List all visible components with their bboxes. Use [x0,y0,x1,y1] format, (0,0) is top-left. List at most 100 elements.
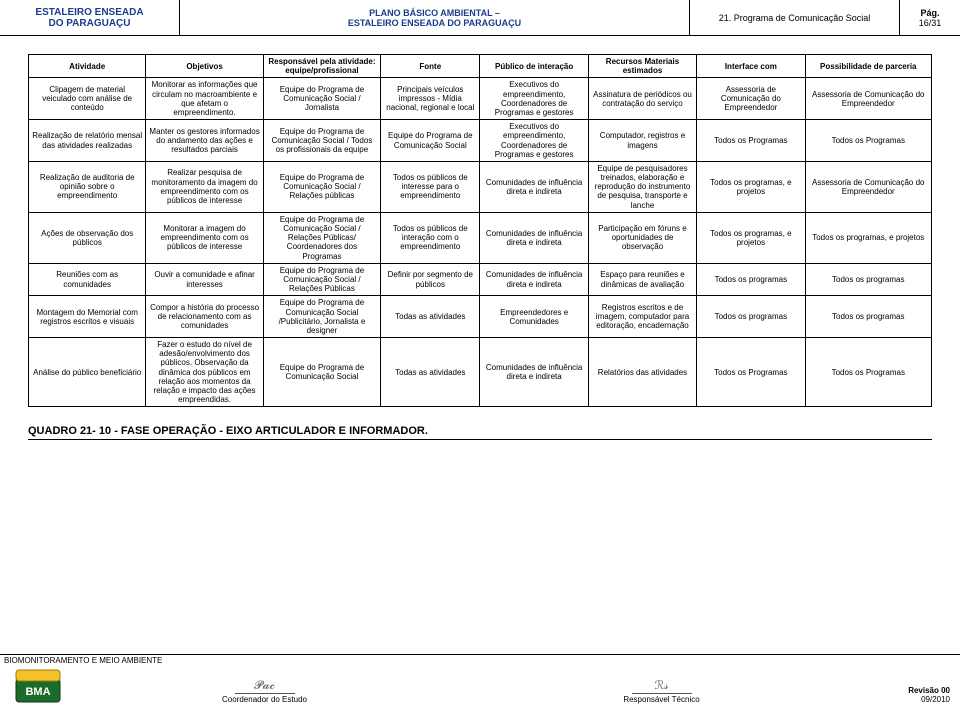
cell-recursos: Computador, registros e imagens [588,120,696,162]
cell-responsavel: Equipe do Programa de Comunicação Social… [263,161,380,212]
cell-interface: Todos os programas, e projetos [697,212,805,263]
rev-date: 09/2010 [860,695,950,704]
footer-logo: BMA [10,668,66,704]
cell-publico: Comunidades de influência direta e indir… [480,161,588,212]
cell-parceria: Todos os Programas [805,338,931,407]
signature-line-2 [632,693,692,694]
cell-objetivos: Ouvir a comunidade e afinar interesses [146,263,263,296]
table-row: Realização de relatório mensal das ativi… [29,120,932,162]
cell-fonte: Todas as atividades [381,338,480,407]
col-header: Recursos Materiais estimados [588,55,696,78]
cell-atividade: Clipagem de material veiculado com análi… [29,78,146,120]
sig2-label: Responsável Técnico [623,695,699,704]
cell-objetivos: Compor a história do processo de relacio… [146,296,263,338]
cell-publico: Executivos do empreendimento, Coordenado… [480,78,588,120]
quadro-caption-wrap: QUADRO 21- 10 - FASE OPERAÇÃO - EIXO ART… [0,413,960,444]
table-row: Realização de auditoria de opinião sobre… [29,161,932,212]
cell-objetivos: Manter os gestores informados do andamen… [146,120,263,162]
cell-responsavel: Equipe do Programa de Comunicação Social… [263,296,380,338]
col-header: Objetivos [146,55,263,78]
cell-parceria: Todos os Programas [805,120,931,162]
cell-responsavel: Equipe do Programa de Comunicação Social… [263,263,380,296]
program-text: 21. Programa de Comunicação Social [719,13,871,23]
cell-publico: Comunidades de influência direta e indir… [480,338,588,407]
cell-publico: Comunidades de influência direta e indir… [480,263,588,296]
cell-fonte: Principais veículos impressos - Mídia na… [381,78,480,120]
signature-mark-1-icon: 𝓟𝓪𝓬 [254,678,275,693]
spacer [0,444,960,654]
cell-atividade: Análise do público beneficiário [29,338,146,407]
table-row: Montagem do Memorial com registros escri… [29,296,932,338]
col-header: Público de interação [480,55,588,78]
table-row: Clipagem de material veiculado com análi… [29,78,932,120]
footer-block: BIOMONITORAMENTO E MEIO AMBIENTE BMA 𝓟𝓪𝓬… [0,654,960,710]
signature-responsavel: ℛ𝓈 Responsável Técnico [463,678,860,704]
cell-fonte: Todos os públicos de interesse para o em… [381,161,480,212]
page: ESTALEIRO ENSEADA DO PARAGUAÇU PLANO BÁS… [0,0,960,710]
cell-fonte: Todas as atividades [381,296,480,338]
cell-atividade: Ações de observação dos públicos [29,212,146,263]
col-header: Atividade [29,55,146,78]
sig1-label: Coordenador do Estudo [222,695,307,704]
cell-parceria: Todos os programas [805,263,931,296]
cell-objetivos: Realizar pesquisa de monitoramento da im… [146,161,263,212]
cell-responsavel: Equipe do Programa de Comunicação Social [263,338,380,407]
cell-fonte: Definir por segmento de públicos [381,263,480,296]
cell-recursos: Equipe de pesquisadores treinados, elabo… [588,161,696,212]
page-header: ESTALEIRO ENSEADA DO PARAGUAÇU PLANO BÁS… [0,0,960,36]
cell-publico: Comunidades de influência direta e indir… [480,212,588,263]
cell-recursos: Espaço para reuniões e dinâmicas de aval… [588,263,696,296]
cell-interface: Todos os Programas [697,338,805,407]
pg-label: Pág. [906,8,954,18]
cell-responsavel: Equipe do Programa de Comunicação Social… [263,120,380,162]
footer-row: BMA 𝓟𝓪𝓬 Coordenador do Estudo ℛ𝓈 Respons… [0,666,960,710]
cell-responsavel: Equipe do Programa de Comunicação Social… [263,212,380,263]
rev-label: Revisão 00 [860,686,950,695]
header-title: PLANO BÁSICO AMBIENTAL – ESTALEIRO ENSEA… [180,0,690,35]
col-header: Possibilidade de parceria [805,55,931,78]
cell-interface: Todos os programas [697,263,805,296]
col-header: Interface com [697,55,805,78]
svg-text:BMA: BMA [25,686,50,698]
table-body: Clipagem de material veiculado com análi… [29,78,932,407]
org-line1: ESTALEIRO ENSEADA [6,7,173,18]
header-program: 21. Programa de Comunicação Social [690,0,900,35]
cell-publico: Empreendedores e Comunidades [480,296,588,338]
cell-objetivos: Fazer o estudo do nível de adesão/envolv… [146,338,263,407]
quadro-underline [28,439,932,440]
bma-logo-icon: BMA [15,669,61,703]
cell-parceria: Assessoria de Comunicação do Empreendedo… [805,161,931,212]
cell-parceria: Todos os programas [805,296,931,338]
cell-publico: Executivos do empreendimento, Coordenado… [480,120,588,162]
col-header: Fonte [381,55,480,78]
cell-recursos: Participação em fóruns e oportunidades d… [588,212,696,263]
cell-recursos: Relatórios das atividades [588,338,696,407]
table-row: Reuniões com as comunidadesOuvir a comun… [29,263,932,296]
signature-line-1 [235,693,295,694]
table-wrap: AtividadeObjetivosResponsável pela ativi… [0,36,960,413]
cell-responsavel: Equipe do Programa de Comunicação Social… [263,78,380,120]
cell-interface: Todos os programas [697,296,805,338]
cell-recursos: Assinatura de periódicos ou contratação … [588,78,696,120]
cell-parceria: Todos os programas, e projetos [805,212,931,263]
title-line2: ESTALEIRO ENSEADA DO PARAGUAÇU [186,18,683,28]
signature-coordinator: 𝓟𝓪𝓬 Coordenador do Estudo [66,678,463,704]
cell-interface: Todos os Programas [697,120,805,162]
table-row: Análise do público beneficiárioFazer o e… [29,338,932,407]
org-line2: DO PARAGUAÇU [6,18,173,29]
cell-atividade: Realização de relatório mensal das ativi… [29,120,146,162]
cell-recursos: Registros escritos e de imagem, computad… [588,296,696,338]
col-header: Responsável pela atividade: equipe/profi… [263,55,380,78]
cell-parceria: Assessoria de Comunicação do Empreendedo… [805,78,931,120]
title-line1: PLANO BÁSICO AMBIENTAL – [186,8,683,18]
cell-fonte: Todos os públicos de interação com o emp… [381,212,480,263]
table-header-row: AtividadeObjetivosResponsável pela ativi… [29,55,932,78]
header-page: Pág. 16/31 [900,0,960,35]
cell-atividade: Montagem do Memorial com registros escri… [29,296,146,338]
header-org: ESTALEIRO ENSEADA DO PARAGUAÇU [0,0,180,35]
footer-top-label: BIOMONITORAMENTO E MEIO AMBIENTE [0,655,960,666]
cell-atividade: Reuniões com as comunidades [29,263,146,296]
pg-value: 16/31 [906,18,954,28]
cell-objetivos: Monitorar as informações que circulam no… [146,78,263,120]
cell-interface: Assessoria de Comunicação do Empreendedo… [697,78,805,120]
